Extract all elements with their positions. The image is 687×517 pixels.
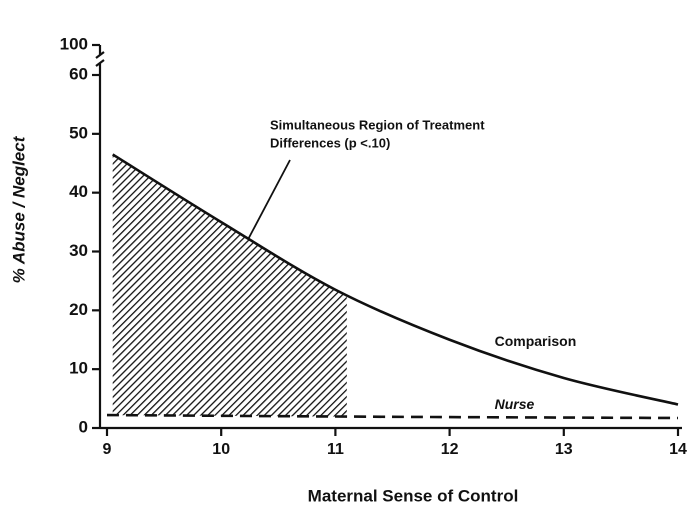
series-label: Comparison — [495, 333, 577, 349]
x-tick-label: 13 — [555, 441, 573, 458]
annotation: Differences (p <.10) — [270, 135, 390, 150]
x-tick-label: 12 — [441, 441, 459, 458]
y-tick-label: 10 — [69, 359, 88, 378]
shaded-region — [112, 154, 347, 417]
annotation: Simultaneous Region of Treatment — [270, 117, 485, 132]
x-tick-label: 11 — [327, 441, 344, 458]
series-label: Nurse — [495, 396, 535, 412]
x-tick-label: 10 — [212, 441, 230, 458]
y-tick-label: 40 — [69, 182, 88, 201]
y-axis-label: % Abuse / Neglect — [9, 135, 28, 283]
line — [106, 413, 679, 420]
y-tick-label: 20 — [69, 300, 88, 319]
y-tick-label: 50 — [69, 123, 88, 142]
y-axis — [95, 45, 105, 428]
line — [112, 153, 679, 406]
y-tick-label: 60 — [69, 64, 88, 83]
x-axis-label: Maternal Sense of Control — [308, 486, 519, 505]
y-tick-label: 30 — [69, 241, 88, 260]
x-tick-label: 14 — [669, 441, 687, 458]
y-tick-label: 100 — [60, 34, 88, 53]
x-tick-label: 9 — [103, 441, 112, 458]
y-tick-label: 0 — [79, 417, 88, 436]
